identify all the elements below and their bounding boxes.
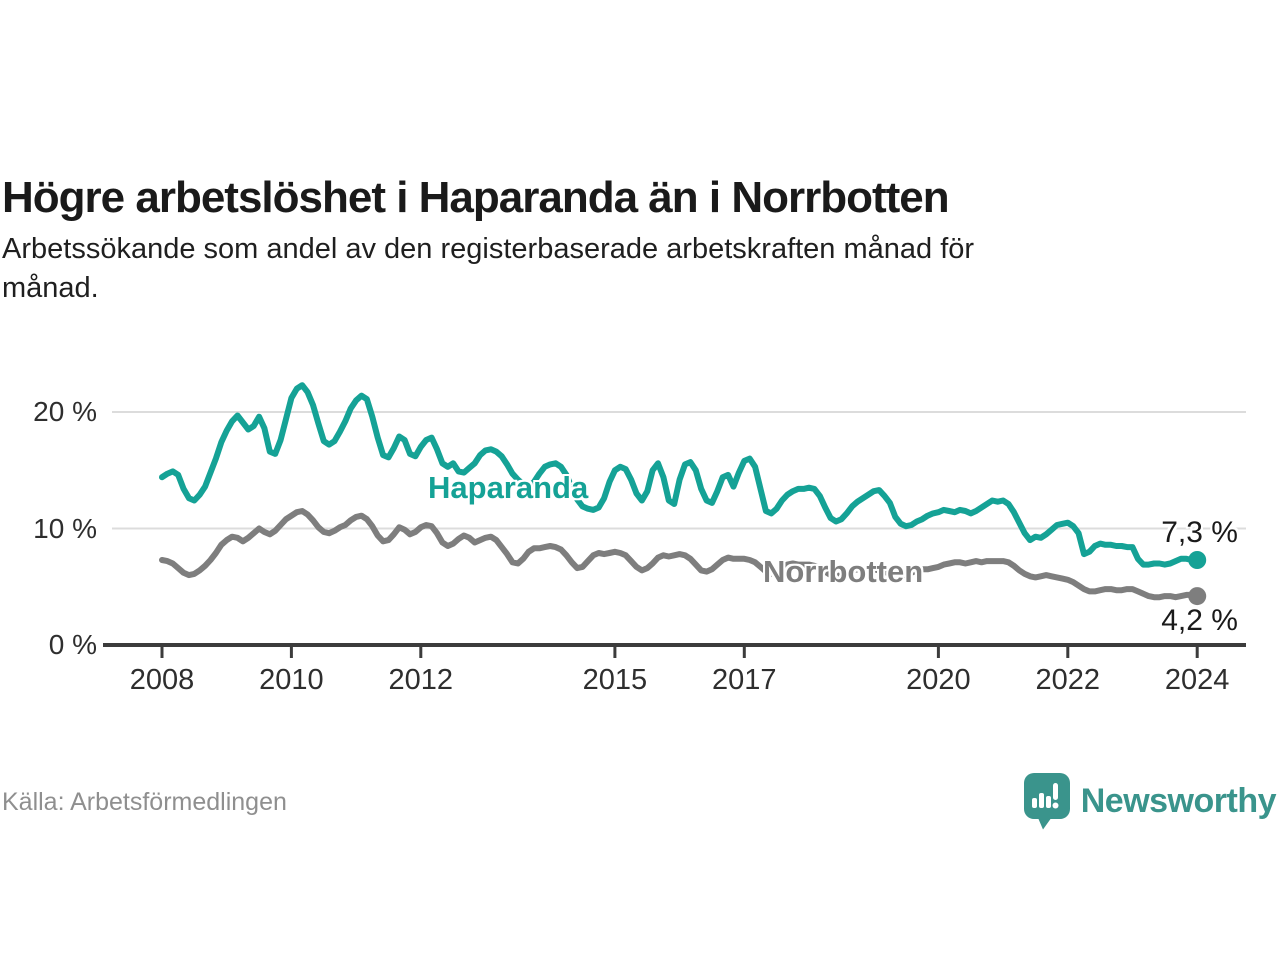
x-axis-label-2015: 2015 (582, 664, 648, 696)
end-value-norrbotten: 4,2 % (1161, 604, 1238, 638)
series-label-norrbotten: Norrbotten (763, 554, 924, 589)
x-axis-label-2010: 2010 (259, 664, 324, 696)
page-title: Högre arbetslöshet i Haparanda än i Norr… (2, 173, 950, 223)
y-axis-label-0: 0 % (48, 629, 97, 660)
newsworthy-logo: Newsworthy (1023, 770, 1277, 832)
x-axis-label-2008: 2008 (129, 664, 195, 696)
source-note: Källa: Arbetsförmedlingen (2, 788, 287, 816)
y-axis-label-10: 10 % (33, 512, 97, 544)
x-axis-label-2017: 2017 (712, 664, 777, 696)
subtitle-line-2: månad. (2, 272, 99, 304)
end-dot-norrbotten (1188, 587, 1207, 606)
x-axis-label-2012: 2012 (388, 664, 454, 696)
x-axis-label-2022: 2022 (1035, 664, 1101, 696)
newsworthy-bubble-chart-icon (1023, 772, 1071, 830)
subtitle-line-1: Arbetssökande som andel av den registerb… (2, 233, 975, 265)
line-norrbotten (159, 508, 1201, 601)
end-value-haparanda: 7,3 % (1161, 515, 1238, 549)
chart-subtitle: Arbetssökande som andel av den registerb… (2, 230, 1202, 308)
newsworthy-wordmark: Newsworthy (1080, 781, 1277, 820)
series-label-haparanda: Haparanda (428, 470, 589, 505)
y-axis-label-20: 20 % (33, 396, 97, 427)
end-dot-haparanda (1188, 551, 1207, 569)
x-axis-label-2024: 2024 (1164, 664, 1230, 696)
x-axis-label-2020: 2020 (906, 664, 971, 696)
line-haparanda (159, 382, 1201, 568)
